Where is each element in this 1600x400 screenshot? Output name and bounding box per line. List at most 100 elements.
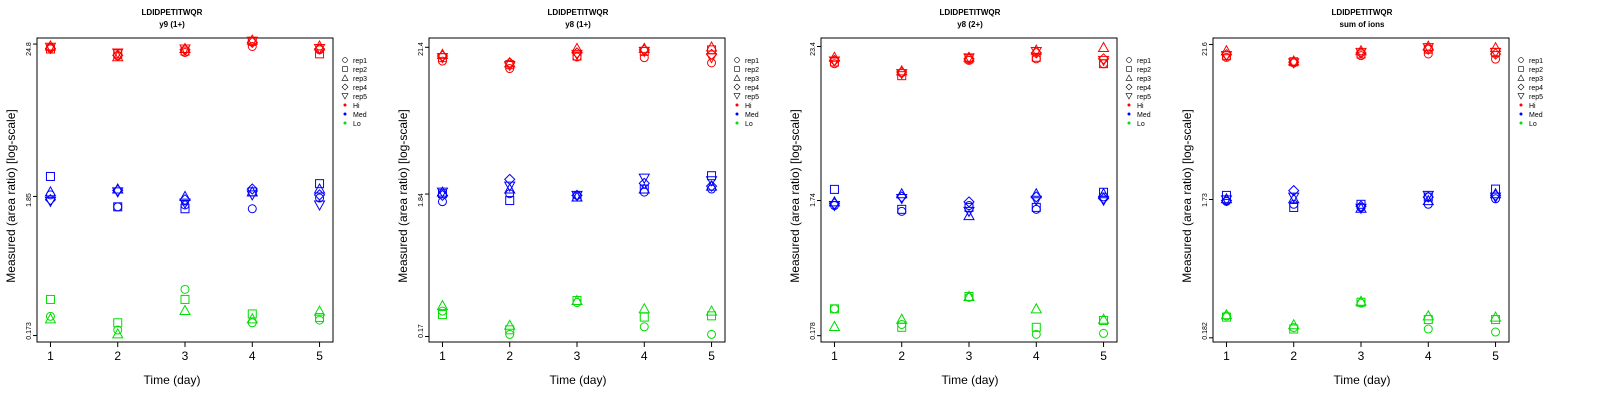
legend-item-med: Med — [1127, 112, 1151, 119]
y-tick-label-low: 0.178 — [810, 322, 817, 340]
legend-item-hi: Hi — [735, 103, 752, 110]
data-point — [638, 177, 650, 190]
x-tick-label: 2 — [898, 349, 905, 363]
data-point — [639, 312, 649, 322]
data-point — [705, 180, 718, 192]
data-point — [828, 320, 841, 331]
data-point — [705, 180, 718, 191]
legend: rep1 rep2 rep3 rep4 rep5 Hi Med Lo — [341, 57, 367, 128]
data-point — [315, 315, 325, 325]
data-point — [45, 294, 55, 304]
data-point — [1287, 54, 1300, 66]
legend-label: rep4 — [745, 85, 759, 92]
legend-label: Med — [745, 112, 759, 119]
legend-item-med: Med — [735, 112, 759, 119]
legend-label: rep4 — [1529, 85, 1543, 92]
data-point — [571, 42, 583, 53]
data-point — [505, 189, 515, 199]
data-point — [895, 69, 908, 80]
data-point — [247, 309, 257, 319]
x-tick-label: 2 — [506, 349, 513, 363]
data-point — [436, 299, 449, 311]
legend-color-dot — [735, 112, 739, 116]
legend-symbol — [1517, 93, 1525, 100]
legend-symbol — [342, 66, 348, 72]
data-point — [638, 46, 651, 58]
legend-item-rep4: rep4 — [733, 83, 759, 92]
legend-label: Hi — [745, 103, 752, 110]
data-point — [1030, 302, 1043, 314]
chart-subtitle: y9 (1+) — [159, 20, 185, 29]
legend-label: Hi — [1529, 103, 1536, 110]
data-point — [963, 209, 975, 221]
data-point — [315, 179, 325, 189]
data-point — [1031, 322, 1041, 332]
data-point — [246, 190, 259, 201]
data-point — [571, 190, 583, 202]
legend-item-rep2: rep2 — [342, 66, 367, 74]
legend-label: Lo — [1529, 121, 1537, 128]
data-point — [1097, 41, 1110, 53]
data-point — [111, 48, 124, 60]
data-point — [1422, 43, 1435, 54]
data-point — [1099, 328, 1109, 338]
data-point — [1422, 40, 1435, 51]
data-point — [1097, 187, 1110, 199]
data-point — [44, 312, 57, 324]
y-tick-label-low: 0.173 — [26, 322, 33, 340]
data-point — [1030, 187, 1043, 199]
data-point — [113, 202, 123, 212]
data-point — [313, 200, 326, 211]
legend-item-rep4: rep4 — [1517, 83, 1543, 92]
chart-panel-1: LDIDPETITWQR y9 (1+) Measured (area rati… — [4, 8, 367, 387]
data-point — [111, 327, 124, 339]
y-axis-label: Measured (area ratio) [log-scale] — [4, 109, 18, 282]
data-point — [1491, 54, 1501, 64]
data-point — [44, 196, 57, 208]
legend-item-rep5: rep5 — [733, 93, 759, 101]
x-axis-label: Time (day) — [942, 373, 999, 387]
x-tick-label: 1 — [831, 349, 838, 363]
plot-area: 1 2 3 4 5 — [817, 37, 1118, 363]
data-point — [179, 190, 191, 201]
chart-panel-4: LDIDPETITWQR sum of ions Measured (area … — [1180, 8, 1543, 387]
data-point — [964, 201, 974, 211]
data-point — [313, 305, 326, 316]
x-tick-label: 1 — [47, 349, 54, 363]
x-tick-label: 1 — [1223, 349, 1230, 363]
data-point — [895, 187, 908, 199]
data-point — [315, 193, 325, 203]
plot-frame — [36, 37, 334, 343]
data-point — [638, 173, 651, 185]
data-point — [639, 322, 649, 332]
x-tick-label: 3 — [1358, 349, 1365, 363]
data-point — [896, 191, 908, 203]
legend-item-rep4: rep4 — [1125, 83, 1151, 92]
legend-color-dot — [343, 121, 347, 125]
data-point — [638, 302, 651, 314]
data-point — [571, 294, 583, 306]
data-point — [313, 43, 326, 55]
legend-label: rep3 — [1529, 76, 1543, 83]
legend-label: rep3 — [1137, 76, 1151, 83]
x-tick-label: 5 — [1492, 349, 1499, 363]
legend-item-rep5: rep5 — [1125, 93, 1151, 101]
data-point — [963, 290, 975, 301]
legend-item-lo: Lo — [1519, 121, 1537, 128]
data-point — [1220, 51, 1233, 62]
data-point — [315, 313, 325, 323]
data-point — [180, 284, 190, 294]
data-point — [504, 173, 516, 186]
data-point — [828, 197, 841, 210]
data-point — [1491, 327, 1501, 337]
legend-item-rep3: rep3 — [1517, 74, 1543, 83]
data-point — [963, 206, 975, 218]
data-point — [1030, 44, 1043, 55]
legend-label: rep1 — [1529, 58, 1543, 65]
data-point — [247, 41, 257, 51]
data-point — [1355, 203, 1367, 215]
legend-color-dot — [343, 112, 347, 116]
legend-item-med: Med — [1519, 112, 1543, 119]
data-point — [829, 304, 839, 314]
data-point — [246, 36, 259, 48]
